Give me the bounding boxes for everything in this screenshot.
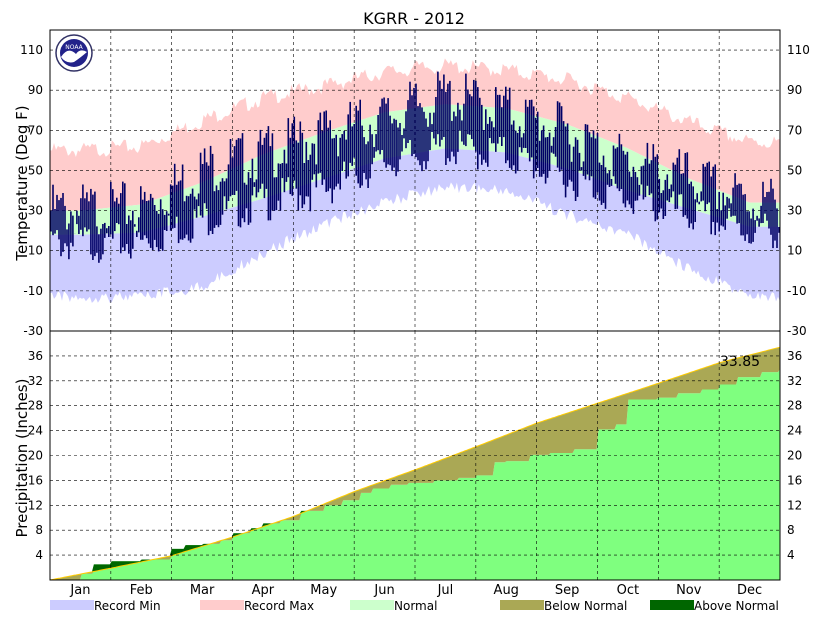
noaa-logo: NOAA [55, 34, 93, 72]
legend-swatch [500, 600, 544, 610]
month-label: Apr [252, 583, 275, 598]
precip-tick-left: 24 [28, 424, 43, 438]
legend-label: Below Normal [544, 599, 627, 613]
month-label: Jul [437, 583, 454, 598]
precip-tick-left: 28 [28, 399, 43, 413]
temp-tick-right: 70 [787, 123, 802, 137]
observed-precip-area [50, 369, 780, 580]
temp-tick-left: 110 [20, 43, 43, 57]
legend-label: Record Min [94, 599, 161, 613]
temp-tick-left: -10 [23, 284, 43, 298]
month-label: Sep [555, 583, 580, 598]
legend-label: Normal [394, 599, 437, 613]
temp-tick-left: -30 [23, 324, 43, 338]
gull-icon [61, 50, 87, 63]
month-label: Mar [190, 583, 215, 598]
month-label: Oct [617, 583, 639, 598]
temp-tick-right: 30 [787, 204, 802, 218]
month-label: Feb [130, 583, 153, 598]
month-label: Dec [737, 583, 762, 598]
temp-tick-right: 10 [787, 244, 802, 258]
legend-swatch [650, 600, 694, 610]
precip-tick-right: 8 [787, 523, 795, 537]
legend-label: Above Normal [694, 599, 779, 613]
precip-tick-right: 20 [787, 449, 802, 463]
precipitation-axis-label: Precipitation (Inches) [13, 379, 31, 538]
legend-swatch [350, 600, 394, 610]
temperature-tick-labels: -30 -10 10 30 50 70 90 110 -30 -10 10 30 50 70 90 110 [20, 43, 810, 338]
temp-tick-right: -10 [787, 284, 807, 298]
precip-tick-right: 24 [787, 424, 802, 438]
precip-tick-left: 4 [35, 548, 43, 562]
legend-label: Record Max [244, 599, 314, 613]
precip-tick-right: 32 [787, 374, 802, 388]
precipitation-tick-labels: 4 8 12 16 20 24 28 32 36 4 8 12 16 20 24 28 32 36 [28, 349, 803, 562]
precip-tick-right: 16 [787, 473, 802, 487]
legend-swatch [50, 600, 94, 610]
precip-tick-right: 36 [787, 349, 802, 363]
month-axis-labels: Jan Feb Mar Apr May Jun Jul Aug Sep Oct Nov Dec [69, 583, 762, 598]
logo-text: NOAA [65, 44, 83, 51]
plot-frame [49, 29, 781, 581]
month-label: Jan [69, 583, 90, 598]
legend: Record Min Record Max Normal Below Normal Ab… [50, 599, 779, 613]
temperature-grid [50, 30, 780, 331]
legend-swatch [200, 600, 244, 610]
temp-tick-right: 110 [787, 43, 810, 57]
temp-tick-right: 50 [787, 163, 802, 177]
precipitation-panel: 4 8 12 16 20 24 28 32 36 4 8 12 16 20 24 28 32 36 33.85 [28, 331, 803, 581]
temp-tick-left: 70 [28, 123, 43, 137]
precip-tick-right: 4 [787, 548, 795, 562]
temp-tick-left: 30 [28, 204, 43, 218]
precip-tick-right: 12 [787, 498, 802, 512]
month-label: Jun [373, 583, 394, 598]
precip-tick-left: 12 [28, 498, 43, 512]
chart-title: KGRR - 2012 [363, 9, 465, 28]
precip-total-annotation: 33.85 [720, 354, 760, 370]
observed-temperature-bars [50, 71, 780, 263]
temperature-axis-label: Temperature (Deg F) [13, 105, 31, 261]
month-label: Aug [494, 583, 519, 598]
precip-tick-left: 36 [28, 349, 43, 363]
precip-tick-right: 28 [787, 399, 802, 413]
precip-tick-left: 16 [28, 473, 43, 487]
temp-tick-right: -30 [787, 324, 807, 338]
temperature-panel: -30 -10 10 30 50 70 90 110 -30 -10 10 30 50 70 90 110 [20, 30, 810, 338]
precip-tick-left: 32 [28, 374, 43, 388]
month-label: May [310, 583, 337, 598]
precip-tick-left: 8 [35, 523, 43, 537]
month-label: Nov [676, 583, 702, 598]
precip-tick-left: 20 [28, 449, 43, 463]
temp-tick-right: 90 [787, 83, 802, 97]
temp-tick-left: 90 [28, 83, 43, 97]
precipitation-grid [50, 331, 780, 580]
temp-tick-left: 10 [28, 244, 43, 258]
temp-tick-left: 50 [28, 163, 43, 177]
